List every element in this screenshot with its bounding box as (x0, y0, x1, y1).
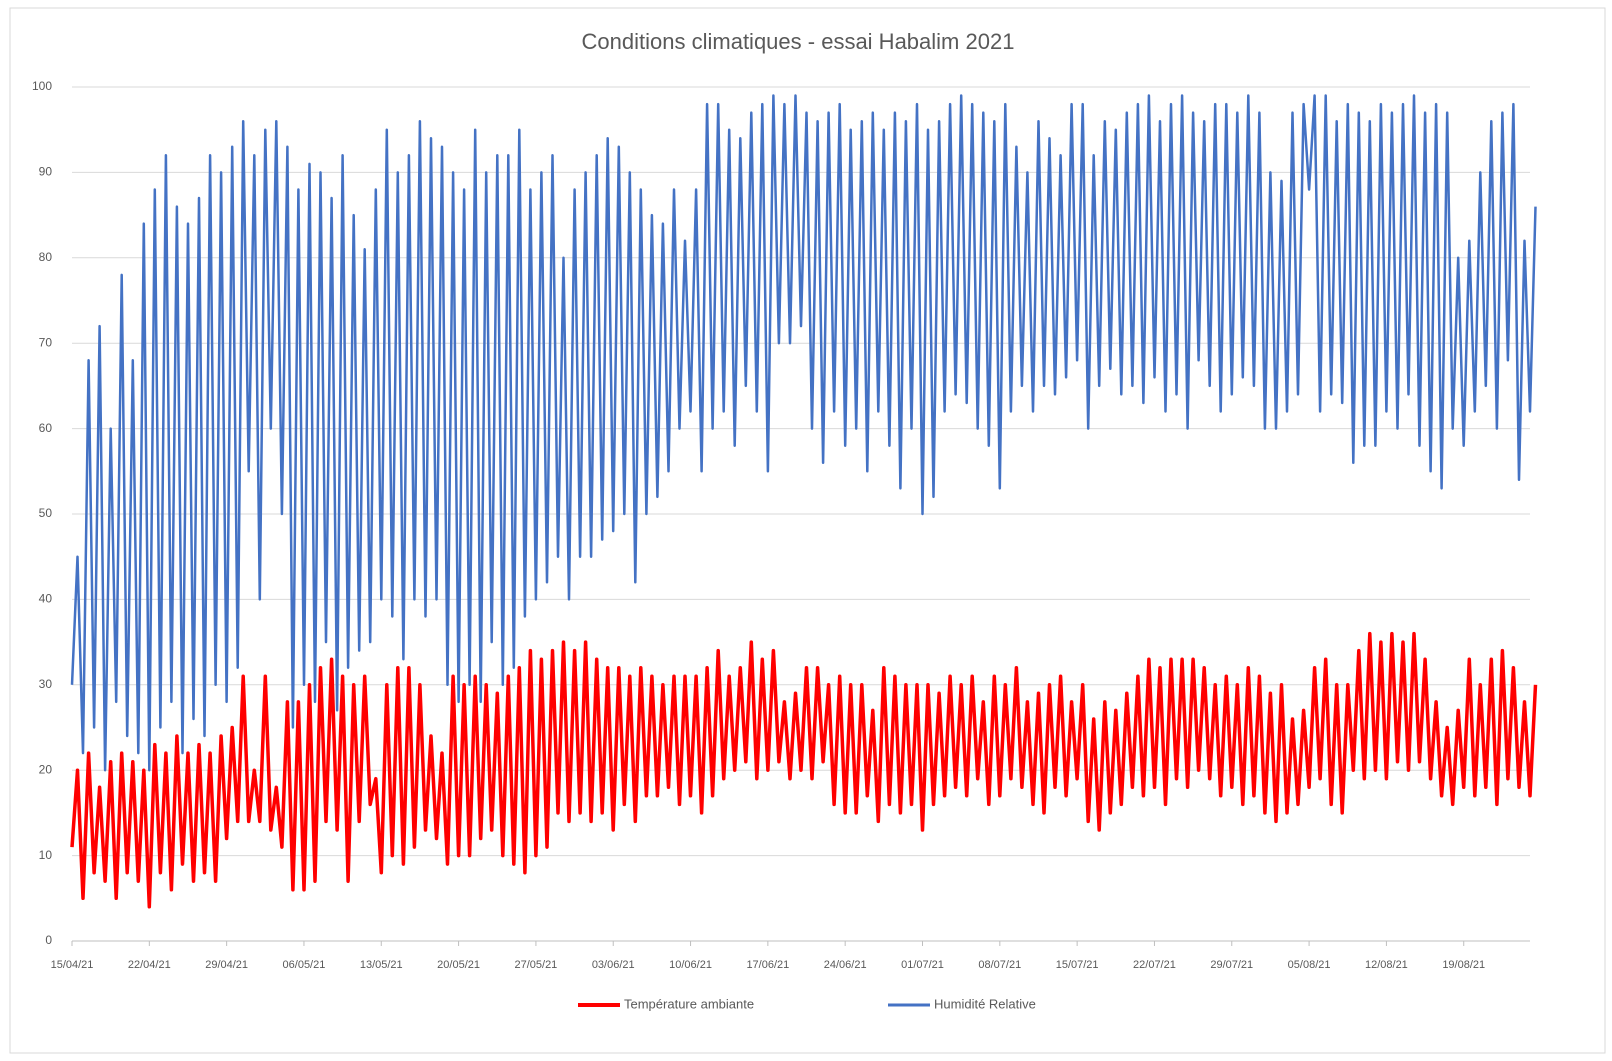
x-tick-label: 15/07/21 (1056, 959, 1099, 971)
y-tick-label: 80 (39, 250, 53, 264)
x-tick-label: 22/07/21 (1133, 959, 1176, 971)
x-tick-label: 29/04/21 (205, 959, 248, 971)
y-tick-label: 0 (45, 933, 52, 947)
x-tick-label: 01/07/21 (901, 959, 944, 971)
x-tick-label: 06/05/21 (283, 959, 326, 971)
x-tick-label: 08/07/21 (978, 959, 1021, 971)
chart-title: Conditions climatiques - essai Habalim 2… (582, 29, 1015, 54)
x-tick-label: 15/04/21 (51, 959, 94, 971)
x-tick-label: 12/08/21 (1365, 959, 1408, 971)
y-tick-label: 60 (39, 421, 53, 435)
y-tick-label: 30 (39, 677, 53, 691)
x-tick-label: 27/05/21 (514, 959, 557, 971)
x-tick-label: 22/04/21 (128, 959, 171, 971)
x-tick-label: 10/06/21 (669, 959, 712, 971)
x-tick-label: 29/07/21 (1210, 959, 1253, 971)
x-tick-label: 24/06/21 (824, 959, 867, 971)
x-tick-label: 05/08/21 (1288, 959, 1331, 971)
legend-label: Température ambiante (624, 996, 754, 1011)
x-tick-label: 03/06/21 (592, 959, 635, 971)
y-tick-label: 10 (39, 848, 53, 862)
x-tick-label: 20/05/21 (437, 959, 480, 971)
y-tick-label: 20 (39, 762, 53, 776)
x-tick-label: 13/05/21 (360, 959, 403, 971)
series-line (70, 94, 1537, 772)
y-tick-label: 100 (32, 79, 52, 93)
y-tick-label: 40 (39, 592, 53, 606)
x-tick-label: 17/06/21 (746, 959, 789, 971)
y-tick-label: 50 (39, 506, 53, 520)
y-tick-label: 70 (39, 335, 53, 349)
legend-label: Humidité Relative (934, 996, 1036, 1011)
series-line (70, 631, 1538, 909)
x-tick-label: 19/08/21 (1442, 959, 1485, 971)
y-tick-label: 90 (39, 165, 53, 179)
